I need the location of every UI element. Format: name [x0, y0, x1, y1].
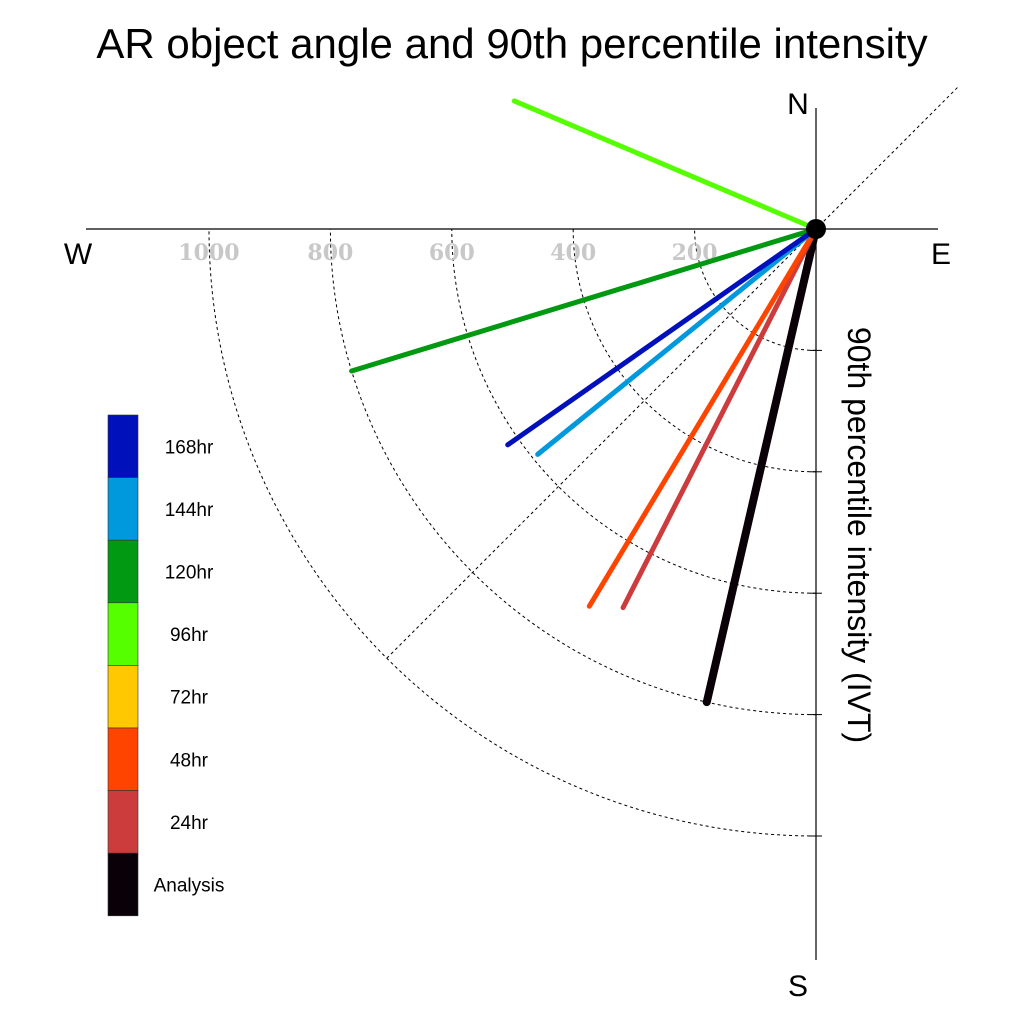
- vector-48hr: [586, 226, 819, 609]
- grid-arc-800: [329, 228, 817, 716]
- legend-label-72hr: 72hr: [170, 688, 209, 709]
- vector-144hr: [535, 226, 819, 457]
- legend-label-96hr: 96hr: [170, 625, 209, 646]
- vectors: [349, 98, 820, 707]
- compass-west: W: [64, 238, 93, 271]
- origin-point: [806, 219, 826, 239]
- legend-swatch-96hr: [107, 602, 139, 666]
- radial-axis-label: 90th percentile intensity (IVT): [841, 327, 877, 743]
- legend-label-24hr: 24hr: [170, 813, 209, 834]
- legend-swatch-48hr: [107, 727, 139, 791]
- vector-analysis: [702, 225, 820, 707]
- legend: 168hr 144hr 120hr 96hr 72hr 48hr 24hr Analysis: [107, 414, 225, 917]
- vector-96hr: [511, 98, 819, 232]
- axes: [86, 108, 938, 960]
- legend-label-analysis: Analysis: [154, 876, 225, 897]
- compass-east: E: [931, 238, 951, 271]
- legend-swatch-analysis: [107, 852, 139, 917]
- vector-120hr: [349, 226, 819, 374]
- legend-swatch-144hr: [107, 477, 139, 541]
- legend-label-48hr: 48hr: [170, 750, 209, 771]
- tick-label-600: 600: [429, 240, 475, 266]
- diagonal-guide: [386, 87, 958, 659]
- legend-swatch-24hr: [107, 790, 139, 854]
- chart-title: AR object angle and 90th percentile inte…: [96, 20, 927, 67]
- legend-swatch-120hr: [107, 539, 139, 604]
- tick-label-1000: 1000: [178, 240, 239, 266]
- vector-168hr: [505, 226, 819, 448]
- legend-label-144hr: 144hr: [165, 500, 214, 521]
- tick-label-400: 400: [550, 240, 596, 266]
- legend-label-120hr: 120hr: [165, 563, 214, 584]
- vector-24hr: [620, 226, 819, 611]
- tick-label-800: 800: [307, 240, 353, 266]
- compass-north: N: [787, 88, 809, 121]
- legend-label-168hr: 168hr: [165, 437, 214, 458]
- legend-swatch-168hr: [107, 414, 139, 478]
- compass-south: S: [788, 970, 808, 1003]
- legend-swatch-72hr: [107, 665, 139, 729]
